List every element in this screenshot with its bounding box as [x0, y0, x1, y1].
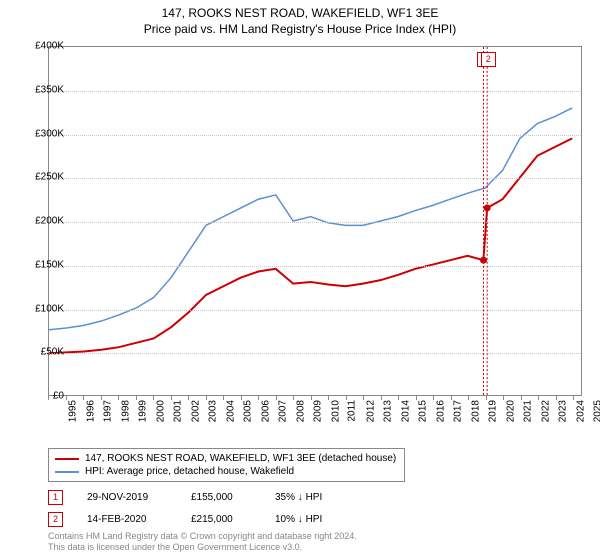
x-tick-label: 2009 — [312, 400, 323, 422]
sale-marker-icon: 1 — [48, 490, 63, 505]
footer: Contains HM Land Registry data © Crown c… — [48, 531, 357, 554]
y-tick-label: £150K — [20, 259, 64, 270]
legend-swatch — [55, 471, 79, 473]
x-tick-label: 2011 — [347, 400, 358, 422]
sale-delta: 35% ↓ HPI — [275, 492, 322, 503]
chart-title-line1: 147, ROOKS NEST ROAD, WAKEFIELD, WF1 3EE — [0, 0, 600, 20]
series-line-hpi — [49, 108, 572, 330]
x-tick-label: 2023 — [557, 400, 568, 422]
footer-line: This data is licensed under the Open Gov… — [48, 542, 357, 554]
x-tick-label: 2014 — [400, 400, 411, 422]
x-tick-label: 2002 — [190, 400, 201, 422]
y-tick-label: £300K — [20, 128, 64, 139]
x-tick-label: 2004 — [225, 400, 236, 422]
x-tick-label: 1999 — [137, 400, 148, 422]
x-tick-label: 2006 — [260, 400, 271, 422]
x-tick-label: 2007 — [277, 400, 288, 422]
sale-marker-icon: 2 — [48, 512, 63, 527]
x-tick-label: 2000 — [155, 400, 166, 422]
y-tick-label: £50K — [20, 347, 64, 358]
x-tick-label: 2025 — [592, 400, 600, 422]
sale-delta: 10% ↓ HPI — [275, 514, 322, 525]
x-tick-label: 2022 — [540, 400, 551, 422]
x-tick-label: 1996 — [85, 400, 96, 422]
chart-container: 147, ROOKS NEST ROAD, WAKEFIELD, WF1 3EE… — [0, 0, 600, 560]
legend-swatch — [55, 458, 79, 460]
x-tick-label: 2024 — [575, 400, 586, 422]
sale-row: 1 29-NOV-2019 £155,000 35% ↓ HPI — [48, 490, 322, 505]
y-tick-label: £0 — [20, 391, 64, 402]
legend-label: HPI: Average price, detached house, Wake… — [85, 466, 294, 477]
sale-date: 14-FEB-2020 — [87, 514, 167, 525]
x-tick-label: 1998 — [120, 400, 131, 422]
legend-entry: HPI: Average price, detached house, Wake… — [55, 465, 396, 478]
x-tick-label: 1997 — [102, 400, 113, 422]
x-tick-label: 2005 — [242, 400, 253, 422]
sale-price: £155,000 — [191, 492, 251, 503]
x-tick-label: 2003 — [207, 400, 218, 422]
y-tick-label: £400K — [20, 41, 64, 52]
chart-title-line2: Price paid vs. HM Land Registry's House … — [0, 20, 600, 36]
y-tick-label: £100K — [20, 303, 64, 314]
x-tick-label: 2018 — [470, 400, 481, 422]
x-tick-label: 2020 — [505, 400, 516, 422]
y-tick-label: £350K — [20, 84, 64, 95]
y-tick-label: £250K — [20, 172, 64, 183]
sale-date: 29-NOV-2019 — [87, 492, 167, 503]
plot-area — [48, 46, 582, 396]
x-tick-label: 2016 — [435, 400, 446, 422]
x-tick-label: 1995 — [67, 400, 78, 422]
legend-label: 147, ROOKS NEST ROAD, WAKEFIELD, WF1 3EE… — [85, 453, 396, 464]
legend-entry: 147, ROOKS NEST ROAD, WAKEFIELD, WF1 3EE… — [55, 452, 396, 465]
chart-sale-marker: 2 — [481, 52, 496, 67]
y-tick-label: £200K — [20, 216, 64, 227]
sale-price: £215,000 — [191, 514, 251, 525]
chart-svg — [49, 47, 581, 395]
footer-line: Contains HM Land Registry data © Crown c… — [48, 531, 357, 543]
sale-row: 2 14-FEB-2020 £215,000 10% ↓ HPI — [48, 512, 322, 527]
x-tick-label: 2001 — [172, 400, 183, 422]
x-tick-label: 2019 — [487, 400, 498, 422]
legend: 147, ROOKS NEST ROAD, WAKEFIELD, WF1 3EE… — [48, 448, 405, 482]
x-tick-label: 2010 — [330, 400, 341, 422]
x-tick-label: 2021 — [522, 400, 533, 422]
x-tick-label: 2015 — [417, 400, 428, 422]
x-tick-label: 2017 — [452, 400, 463, 422]
x-tick-label: 2012 — [365, 400, 376, 422]
series-line-price_paid — [49, 138, 572, 353]
x-tick-label: 2008 — [295, 400, 306, 422]
x-tick-label: 2013 — [382, 400, 393, 422]
